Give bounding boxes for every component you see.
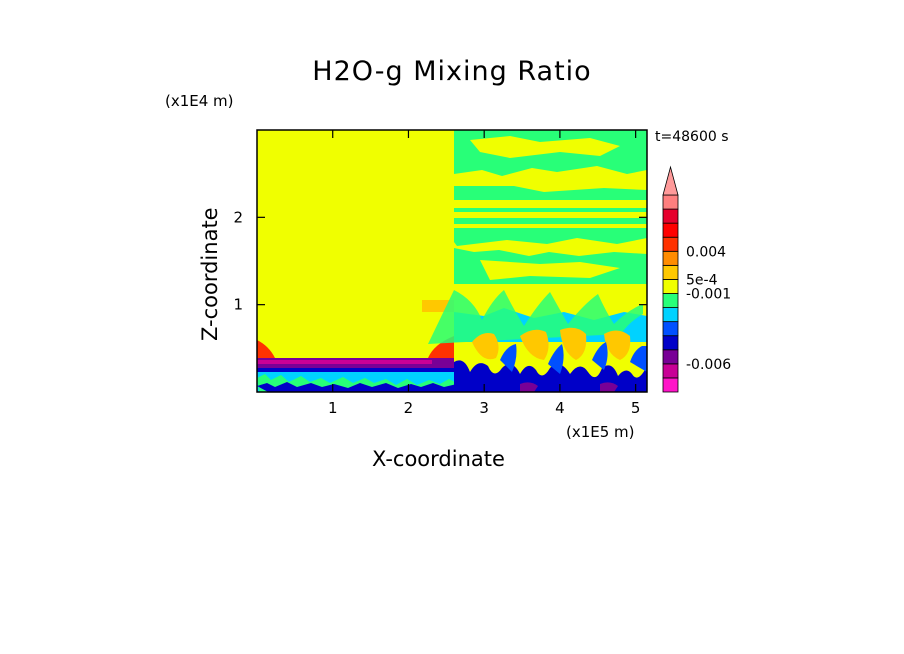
left-red-blob — [257, 340, 275, 358]
plot-frame — [256, 129, 648, 393]
blue-plume-4 — [630, 346, 647, 372]
colorbar-label: -0.001 — [686, 287, 731, 303]
yellow-inset-top — [470, 136, 620, 158]
colorbar-bin — [662, 335, 679, 351]
green-stripe-3 — [454, 218, 647, 224]
green-mid-1 — [454, 186, 647, 204]
colorbar-bin — [662, 293, 679, 308]
colorbar-bin — [662, 307, 679, 323]
magenta-line — [257, 360, 432, 364]
x-axis-multiplier: (x1E5 m) — [566, 423, 635, 441]
yellow-mid-blob — [480, 260, 620, 280]
colorbar-bin — [662, 377, 679, 393]
colorbar-bin — [662, 194, 679, 210]
x-axis-label: X-coordinate — [372, 447, 505, 471]
colorbar-bin — [662, 321, 679, 337]
colorbar-bin — [662, 349, 679, 365]
x-tick-label: 1 — [328, 399, 338, 417]
x-tick-label: 2 — [404, 399, 414, 417]
time-label: t=48600 s — [655, 129, 729, 145]
blue-plume-3 — [592, 342, 608, 370]
colorbar-bin — [662, 264, 679, 280]
blue-plume-1 — [500, 344, 517, 372]
contour-field — [257, 130, 647, 392]
colorbar-extend-arrow — [662, 165, 679, 196]
yellow-stripe-1 — [454, 200, 647, 208]
colorbar-label: 5e-4 — [686, 272, 718, 288]
green-plumes — [428, 290, 643, 344]
y-tick-label: 2 — [233, 208, 243, 226]
colorbar-bin — [662, 279, 679, 294]
colorbar: 0.004 5e-4-0.001 -0.006 — [662, 165, 731, 393]
orange-plume-1 — [472, 333, 499, 360]
left-background — [257, 130, 454, 392]
orange-plume-4 — [604, 330, 631, 360]
x-ticks: 1 2 3 4 5 — [328, 130, 640, 417]
purple-spot-2 — [600, 382, 618, 392]
colorbar-bin — [662, 208, 679, 224]
colorbar-bin — [662, 236, 679, 252]
blue-plume-2 — [548, 344, 564, 374]
yellow-stripe-2 — [454, 212, 647, 218]
colorbar-bin — [662, 363, 679, 379]
y-axis-multiplier: (x1E4 m) — [165, 92, 234, 110]
colorbar-label: 0.004 — [686, 244, 726, 260]
chart-title: H2O-g Mixing Ratio — [312, 56, 592, 87]
y-tick-label: 1 — [233, 296, 243, 314]
green-mid-2 — [454, 228, 647, 246]
orange-plume-3 — [560, 327, 587, 360]
green-stripe-2 — [454, 208, 647, 212]
x-tick-label: 5 — [631, 399, 641, 417]
colorbar-bin — [662, 250, 679, 266]
x-tick-label: 3 — [479, 399, 489, 417]
colorbar-bin — [662, 222, 679, 238]
x-tick-label: 4 — [555, 399, 565, 417]
purple-spot — [520, 382, 538, 392]
y-ticks: 12 — [233, 208, 647, 314]
surface-blue — [257, 382, 467, 392]
colorbar-label: -0.006 — [686, 357, 731, 373]
orange-plume-2 — [520, 329, 549, 360]
blue-lower — [454, 360, 647, 392]
